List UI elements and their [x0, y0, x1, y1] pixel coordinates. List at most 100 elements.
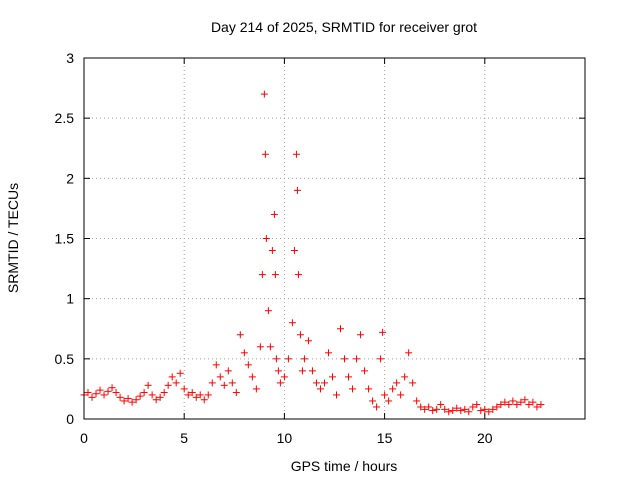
y-tick-label: 1 [66, 291, 74, 307]
data-point [268, 247, 276, 255]
data-points [80, 90, 545, 416]
data-point [112, 389, 120, 397]
data-point [284, 355, 292, 363]
x-tick-label: 20 [477, 430, 493, 446]
data-point [465, 408, 473, 416]
data-point [324, 349, 332, 357]
data-point [244, 361, 252, 369]
data-point [296, 331, 304, 339]
y-tick-label: 3 [66, 50, 74, 66]
data-point [271, 271, 279, 279]
data-point [441, 405, 449, 413]
data-point [397, 391, 405, 399]
data-point [180, 385, 188, 393]
data-point [533, 403, 541, 411]
data-point [320, 379, 328, 387]
data-point [116, 393, 124, 401]
data-point [425, 403, 433, 411]
data-point [266, 343, 274, 351]
data-point [341, 355, 349, 363]
data-point [136, 392, 144, 400]
data-point [160, 389, 168, 397]
y-tick-label: 1.5 [55, 231, 75, 247]
data-point [100, 391, 108, 399]
data-point [529, 398, 537, 406]
data-point [413, 397, 421, 405]
data-point [280, 373, 288, 381]
data-point [505, 401, 513, 409]
x-axis-title: GPS time / hours [291, 458, 398, 474]
data-point [294, 271, 302, 279]
data-point [513, 401, 521, 409]
data-point [184, 391, 192, 399]
y-tick-label: 2 [66, 170, 74, 186]
data-point [489, 405, 497, 413]
data-point [204, 391, 212, 399]
x-tick-label: 5 [180, 430, 188, 446]
data-point [453, 404, 461, 412]
data-point [473, 401, 481, 409]
grid [84, 58, 585, 419]
y-axis-title: SRMTID / TECUs [5, 183, 21, 293]
data-point [84, 389, 92, 397]
data-point [156, 393, 164, 401]
data-point [509, 397, 517, 405]
data-point [417, 403, 425, 411]
data-point [461, 405, 469, 413]
data-point [493, 403, 501, 411]
data-point [132, 396, 140, 404]
data-point [517, 398, 525, 406]
data-point [437, 401, 445, 409]
data-point [429, 407, 437, 415]
data-point [365, 385, 373, 393]
data-point [258, 271, 266, 279]
data-point [200, 396, 208, 404]
data-point [393, 379, 401, 387]
x-tick-label: 0 [80, 430, 88, 446]
data-point [208, 379, 216, 387]
data-point [104, 387, 112, 395]
data-point [445, 408, 453, 416]
data-point [433, 405, 441, 413]
data-point [188, 389, 196, 397]
data-point [481, 405, 489, 413]
data-point [192, 393, 200, 401]
data-point [128, 398, 136, 406]
data-point [248, 373, 256, 381]
data-point [92, 390, 100, 398]
data-point [405, 349, 413, 357]
data-point [228, 379, 236, 387]
data-point [485, 408, 493, 416]
data-point [381, 391, 389, 399]
data-point [349, 385, 357, 393]
data-point [196, 391, 204, 399]
data-point [288, 319, 296, 327]
data-point [176, 369, 184, 377]
data-point [260, 90, 268, 98]
data-point [357, 331, 365, 339]
data-point [144, 381, 152, 389]
data-point [88, 393, 96, 401]
data-point [308, 367, 316, 375]
data-point [353, 355, 361, 363]
y-tick-label: 0.5 [55, 351, 75, 367]
chart-title: Day 214 of 2025, SRMTID for receiver gro… [211, 19, 477, 35]
data-point [240, 349, 248, 357]
data-point [274, 367, 282, 375]
data-point [120, 397, 128, 405]
data-point [216, 373, 224, 381]
data-point [525, 401, 533, 409]
data-point [298, 367, 306, 375]
data-point [477, 407, 485, 415]
data-point [312, 379, 320, 387]
data-point [224, 367, 232, 375]
data-point [337, 325, 345, 333]
data-point [220, 381, 228, 389]
data-point [521, 396, 529, 404]
data-point [409, 379, 417, 387]
data-point [270, 210, 278, 218]
axis-ticks: 0 5 10 15 20 0 0.5 1 1.5 2 2.5 3 [55, 50, 585, 446]
data-point [140, 389, 148, 397]
